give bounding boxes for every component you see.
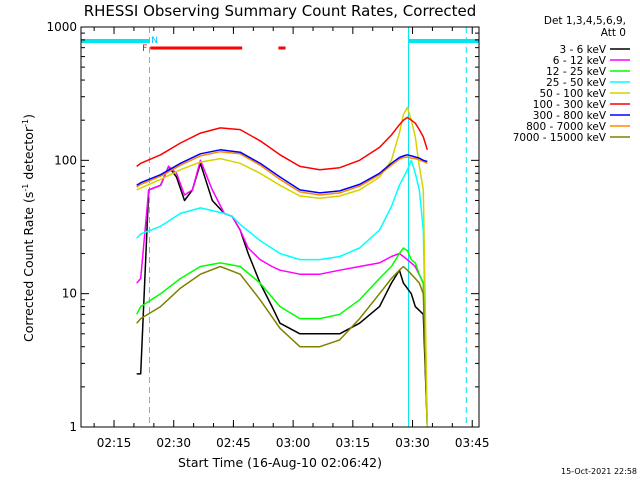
generated-timestamp: 15-Oct-2021 22:58 <box>561 467 637 476</box>
legend-label-4: 50 - 100 keV <box>539 88 606 100</box>
legend-label-0: 3 - 6 keV <box>559 44 606 56</box>
legend-label-5: 100 - 300 keV <box>533 99 607 111</box>
y-tick-label-0: 1 <box>69 420 77 434</box>
plot-frame <box>80 26 480 428</box>
series-line-8 <box>136 265 429 428</box>
chart-title: RHESSI Observing Summary Count Rates, Co… <box>84 2 477 20</box>
x-tick-label-2: 02:45 <box>216 436 251 450</box>
y-axis-label-mid: detector <box>21 126 36 184</box>
legend-label-3: 25 - 50 keV <box>546 77 607 89</box>
y-tick-label-2: 100 <box>54 153 77 167</box>
y-axis-label-main: Corrected Count Rate (s <box>21 192 36 342</box>
y-axis-label-sup1: -1 <box>21 184 30 192</box>
axis-ticks: 02:15 02:30 02:45 03:00 03:15 03:30 03:45 1 10 10… <box>46 20 489 450</box>
y-tick-label-3: 1000 <box>46 20 77 34</box>
x-tick-label-6: 03:45 <box>455 436 490 450</box>
plot-area: FN <box>80 27 479 428</box>
x-tick-label-0: 02:15 <box>97 436 132 450</box>
legend-label-2: 12 - 25 keV <box>546 66 607 78</box>
x-axis-label: Start Time (16-Aug-10 02:06:42) <box>178 455 382 470</box>
legend-label-7: 800 - 7000 keV <box>526 121 607 133</box>
y-axis-label-sup2: -1 <box>21 119 30 127</box>
flag-label-0: F <box>142 44 147 54</box>
series-line-2 <box>136 247 429 428</box>
y-tick-label-1: 10 <box>62 287 77 301</box>
series-line-6 <box>136 149 428 194</box>
legend-header-line-2: Att 0 <box>601 27 626 39</box>
series-line-0 <box>136 162 429 428</box>
legend-label-8: 7000 - 15000 keV <box>513 132 607 144</box>
flag-marker-label-0: N <box>151 36 158 46</box>
x-tick-label-4: 03:15 <box>336 436 371 450</box>
legend-label-6: 300 - 800 keV <box>533 110 607 122</box>
series-line-5 <box>136 116 429 171</box>
x-tick-label-3: 03:00 <box>276 436 311 450</box>
series-line-1 <box>136 159 429 428</box>
series-line-4 <box>136 106 429 428</box>
series-line-7 <box>136 150 428 196</box>
x-tick-label-5: 03:30 <box>395 436 430 450</box>
x-tick-label-1: 02:30 <box>156 436 191 450</box>
y-axis-label: Corrected Count Rate (s-1 detector-1) <box>21 114 36 342</box>
y-axis-label-end: ) <box>21 114 36 119</box>
legend-header-line-1: Det 1,3,4,5,6,9, <box>544 15 626 27</box>
legend-label-1: 6 - 12 keV <box>553 55 607 67</box>
series-line-3 <box>136 159 429 428</box>
